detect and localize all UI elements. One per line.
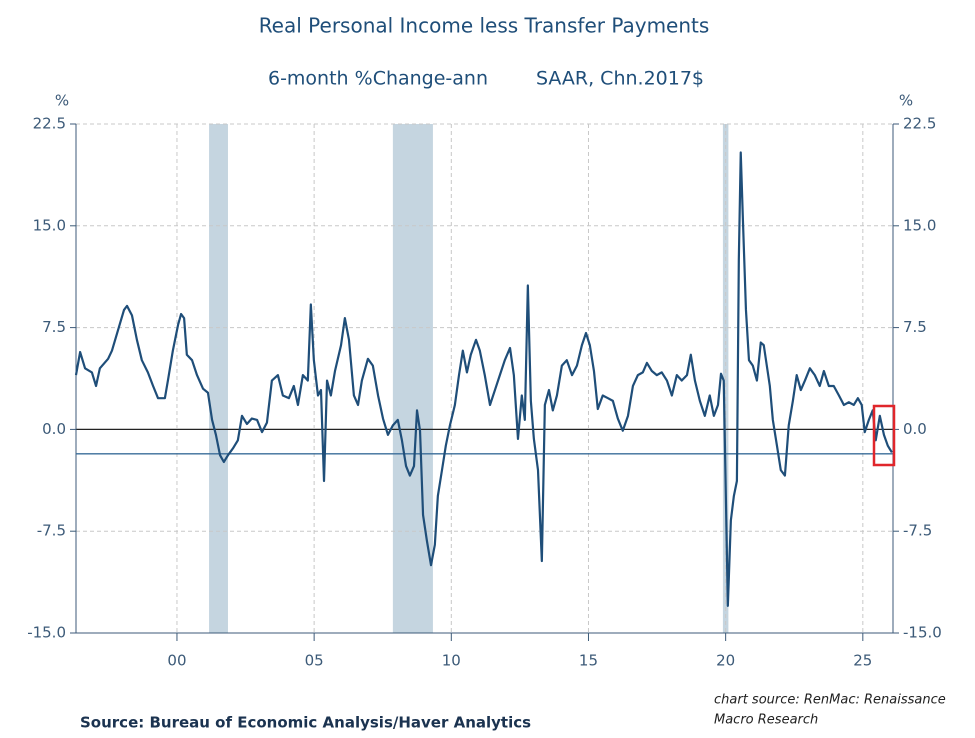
chart-subtitle: SAAR, Chn.2017$ bbox=[536, 68, 704, 90]
x-tick-label: 05 bbox=[305, 652, 324, 670]
x-tick-label: 10 bbox=[442, 652, 461, 670]
recession-band bbox=[209, 124, 228, 633]
y2-tick-label: 22.5 bbox=[903, 115, 936, 133]
y-tick-label: -15.0 bbox=[27, 624, 66, 642]
source-note: Source: Bureau of Economic Analysis/Have… bbox=[80, 714, 531, 732]
y2-tick-label: 0.0 bbox=[903, 420, 927, 438]
y2-tick-label: 7.5 bbox=[903, 318, 927, 336]
data-line bbox=[74, 151, 893, 607]
x-tick-label: 25 bbox=[853, 652, 872, 670]
y-tick-label: -7.5 bbox=[37, 522, 66, 540]
y-tick-label: 0.0 bbox=[42, 420, 66, 438]
credit-note: chart source: RenMac: Renaissance bbox=[714, 693, 946, 708]
y2-tick-label: -7.5 bbox=[903, 522, 932, 540]
y-tick-label: 22.5 bbox=[33, 115, 66, 133]
plot-area: 22.5 22.5 15.0 15.0 7.5 7.5 0.0 0.0 -7.5 -7.5 -15.… bbox=[27, 115, 942, 670]
x-tick-label: 20 bbox=[716, 652, 735, 670]
y2-unit: % bbox=[899, 92, 913, 110]
credit-note: Macro Research bbox=[714, 713, 818, 728]
y-tick-label: 7.5 bbox=[42, 318, 66, 336]
chart-subtitle: 6-month %Change-ann bbox=[268, 68, 488, 90]
y-tick-label: 15.0 bbox=[33, 216, 66, 234]
recession-band bbox=[392, 124, 433, 633]
y2-tick-label: 15.0 bbox=[903, 216, 936, 234]
highlight-box bbox=[872, 404, 896, 467]
y2-tick-label: -15.0 bbox=[903, 624, 942, 642]
chart-title: Real Personal Income less Transfer Payme… bbox=[259, 14, 710, 38]
y-unit: % bbox=[55, 92, 69, 110]
x-tick-label: 15 bbox=[579, 652, 598, 670]
x-tick-label: 00 bbox=[167, 652, 186, 670]
